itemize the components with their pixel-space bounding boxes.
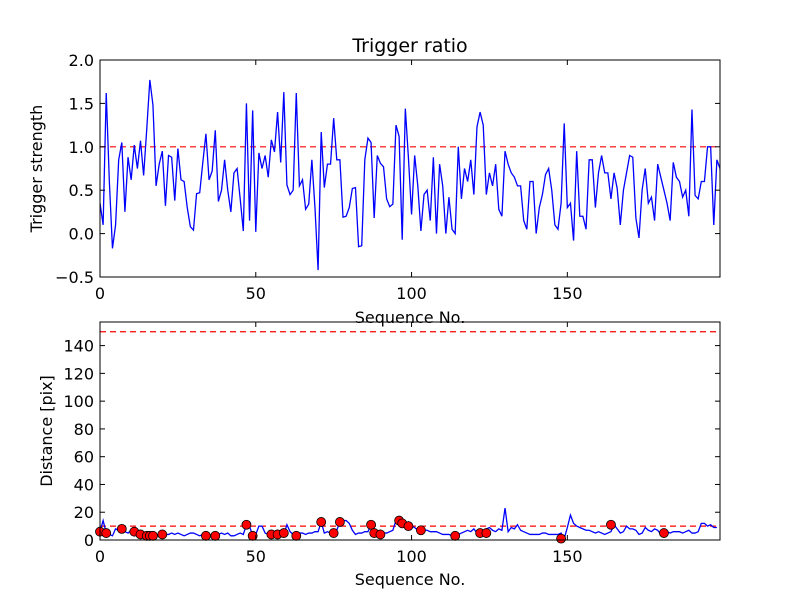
marker-point <box>116 523 127 534</box>
y-tick-label: 100 <box>63 392 94 411</box>
marker-point <box>157 529 168 540</box>
series-line <box>100 79 720 271</box>
y-tick-label: 0.5 <box>69 181 94 200</box>
marker-point <box>450 530 461 541</box>
x-tick-label: 150 <box>552 547 583 566</box>
distance-chart: 0 50 100 150 0 20 40 60 80 100 120 140 Sequence No. D… <box>37 321 721 589</box>
marker-point <box>659 528 669 538</box>
y-tick-label: 80 <box>74 420 94 439</box>
marker-point <box>101 528 112 538</box>
x-tick-label: 150 <box>552 284 583 303</box>
y-tick-label: 2.0 <box>69 51 94 70</box>
marker-point <box>291 530 302 541</box>
y-tick-label: −0.5 <box>55 268 94 287</box>
marker-point <box>416 525 426 536</box>
chart-title: Trigger ratio <box>351 35 467 57</box>
marker-point <box>278 528 289 538</box>
y-tick-label: 20 <box>74 503 94 522</box>
x-tick-label: 100 <box>396 547 427 566</box>
axes-frame <box>99 321 721 541</box>
marker-point <box>556 533 567 544</box>
y-axis-label: Distance [pix] <box>37 375 56 487</box>
x-axis-label: Sequence No. <box>355 570 466 589</box>
x-tick-label: 0 <box>95 284 105 303</box>
x-tick-label: 50 <box>246 284 266 303</box>
x-tick-label: 0 <box>95 547 105 566</box>
marker-point <box>375 529 386 540</box>
y-tick-label: 140 <box>63 337 94 356</box>
y-tick-label: 0.0 <box>69 225 94 244</box>
marker-point <box>316 517 327 527</box>
marker-point <box>606 519 616 530</box>
marker-point <box>241 519 252 530</box>
y-axis-label: Trigger strength <box>27 105 46 234</box>
marker-point <box>403 521 414 532</box>
y-tick-label: 60 <box>74 448 94 467</box>
marker-point <box>201 530 211 541</box>
x-tick-label: 50 <box>246 547 266 566</box>
marker-point <box>481 528 492 538</box>
marker-point <box>210 530 221 541</box>
marker-point <box>366 519 376 530</box>
y-tick-label: 120 <box>63 364 94 383</box>
marker-point <box>328 528 339 538</box>
plot-area <box>100 79 720 271</box>
marker-point <box>148 530 158 541</box>
y-tick-label: 1.5 <box>69 94 94 113</box>
trigger-ratio-chart: 0 50 100 150 −0.5 0.0 0.5 1.0 1.5 2.0 Trigger rati… <box>27 35 721 327</box>
x-tick-label: 100 <box>396 284 427 303</box>
axes-frame <box>99 59 721 278</box>
marker-point <box>334 517 345 527</box>
y-tick-label: 0 <box>84 531 94 550</box>
y-tick-label: 1.0 <box>69 138 94 157</box>
x-axis-label: Sequence No. <box>355 308 466 327</box>
y-tick-label: 40 <box>74 475 94 494</box>
